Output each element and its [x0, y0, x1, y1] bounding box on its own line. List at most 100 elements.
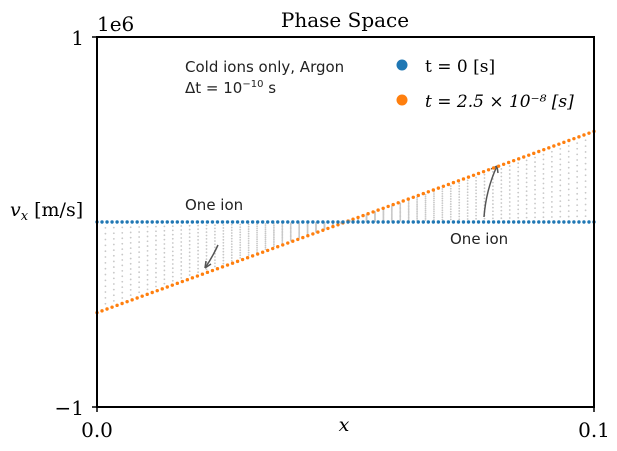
- trace-point: [407, 216, 410, 219]
- trace-point: [281, 239, 284, 242]
- trace-point: [508, 193, 511, 195]
- data-point: [346, 220, 350, 224]
- trace-point: [525, 181, 528, 184]
- trace-point: [256, 246, 258, 249]
- trace-point: [146, 259, 149, 262]
- annotation-one-ion-right: One ion: [450, 230, 508, 248]
- trace-point: [416, 201, 418, 204]
- trace-point: [247, 230, 250, 233]
- trace-point: [171, 254, 174, 257]
- trace-point: [441, 218, 444, 221]
- trace-point: [433, 212, 435, 215]
- data-point: [371, 220, 375, 224]
- data-point: [371, 210, 375, 214]
- trace-point: [458, 215, 461, 218]
- data-point: [326, 220, 330, 224]
- trace-point: [542, 201, 545, 204]
- data-point: [527, 220, 531, 224]
- trace-point: [247, 225, 250, 228]
- trace-point: [424, 195, 427, 198]
- trace-point: [492, 196, 494, 198]
- trace-point: [567, 172, 570, 175]
- trace-point: [289, 230, 292, 233]
- trace-point: [146, 264, 149, 267]
- trace-point: [214, 240, 216, 242]
- data-point: [351, 220, 355, 224]
- trace-point: [222, 262, 225, 265]
- trace-point: [214, 246, 216, 249]
- trace-point: [500, 186, 503, 189]
- trace-point: [180, 257, 183, 259]
- trace-point: [492, 203, 494, 205]
- trace-point: [466, 218, 469, 220]
- data-point: [105, 220, 109, 224]
- data-point: [481, 220, 486, 224]
- trace-point: [138, 246, 141, 249]
- trace-point: [407, 210, 410, 213]
- trace-point: [508, 185, 511, 187]
- trace-point: [273, 243, 275, 246]
- trace-point: [534, 179, 536, 182]
- trace-point: [180, 225, 183, 227]
- data-point: [441, 220, 446, 224]
- trace-point: [559, 168, 562, 171]
- trace-point: [155, 262, 157, 265]
- trace-point: [517, 187, 520, 190]
- trace-point: [433, 206, 435, 208]
- trace-point: [180, 245, 183, 247]
- data-point: [401, 220, 405, 224]
- data-point: [205, 220, 210, 224]
- trace-point: [155, 257, 157, 260]
- trace-point: [129, 252, 132, 255]
- trace-point: [517, 174, 520, 177]
- data-point: [562, 220, 566, 224]
- data-point: [466, 220, 471, 224]
- data-point: [105, 307, 109, 311]
- trace-point: [264, 248, 267, 251]
- data-point: [491, 220, 496, 224]
- trace-point: [584, 145, 587, 148]
- trace-point: [449, 205, 452, 208]
- trace-point: [534, 207, 536, 210]
- trace-point: [214, 256, 216, 258]
- trace-point: [458, 201, 461, 204]
- trace-point: [104, 285, 107, 288]
- trace-point: [576, 215, 579, 218]
- trace-point: [222, 238, 225, 241]
- data-point: [301, 235, 305, 240]
- trace-point: [112, 260, 115, 263]
- trace-point: [129, 247, 132, 250]
- trace-point: [188, 236, 191, 239]
- trace-point: [264, 236, 267, 239]
- trace-point: [205, 248, 208, 250]
- trace-point: [475, 202, 477, 204]
- trace-point: [475, 183, 477, 185]
- trace-point: [449, 208, 452, 211]
- trace-point: [197, 231, 199, 234]
- trace-point: [247, 239, 250, 242]
- trace-point: [492, 185, 494, 188]
- trace-point: [559, 200, 562, 203]
- trace-point: [449, 213, 452, 216]
- trace-point: [550, 196, 553, 198]
- trace-point: [146, 278, 149, 281]
- trace-point: [264, 226, 267, 229]
- trace-point: [567, 155, 570, 158]
- trace-point: [492, 192, 494, 195]
- trace-point: [214, 265, 216, 268]
- trace-point: [138, 261, 141, 264]
- data-point: [200, 272, 205, 276]
- data-point: [215, 267, 220, 271]
- trace-point: [500, 217, 503, 220]
- data-point: [376, 220, 380, 224]
- data-point: [115, 303, 119, 308]
- trace-point: [138, 266, 141, 269]
- trace-point: [407, 211, 410, 214]
- trace-point: [222, 259, 225, 262]
- trace-point: [138, 236, 141, 238]
- trace-point: [171, 246, 174, 249]
- trace-point: [281, 230, 284, 233]
- trace-point: [576, 198, 579, 201]
- trace-point: [508, 169, 511, 171]
- trace-point: [483, 194, 486, 196]
